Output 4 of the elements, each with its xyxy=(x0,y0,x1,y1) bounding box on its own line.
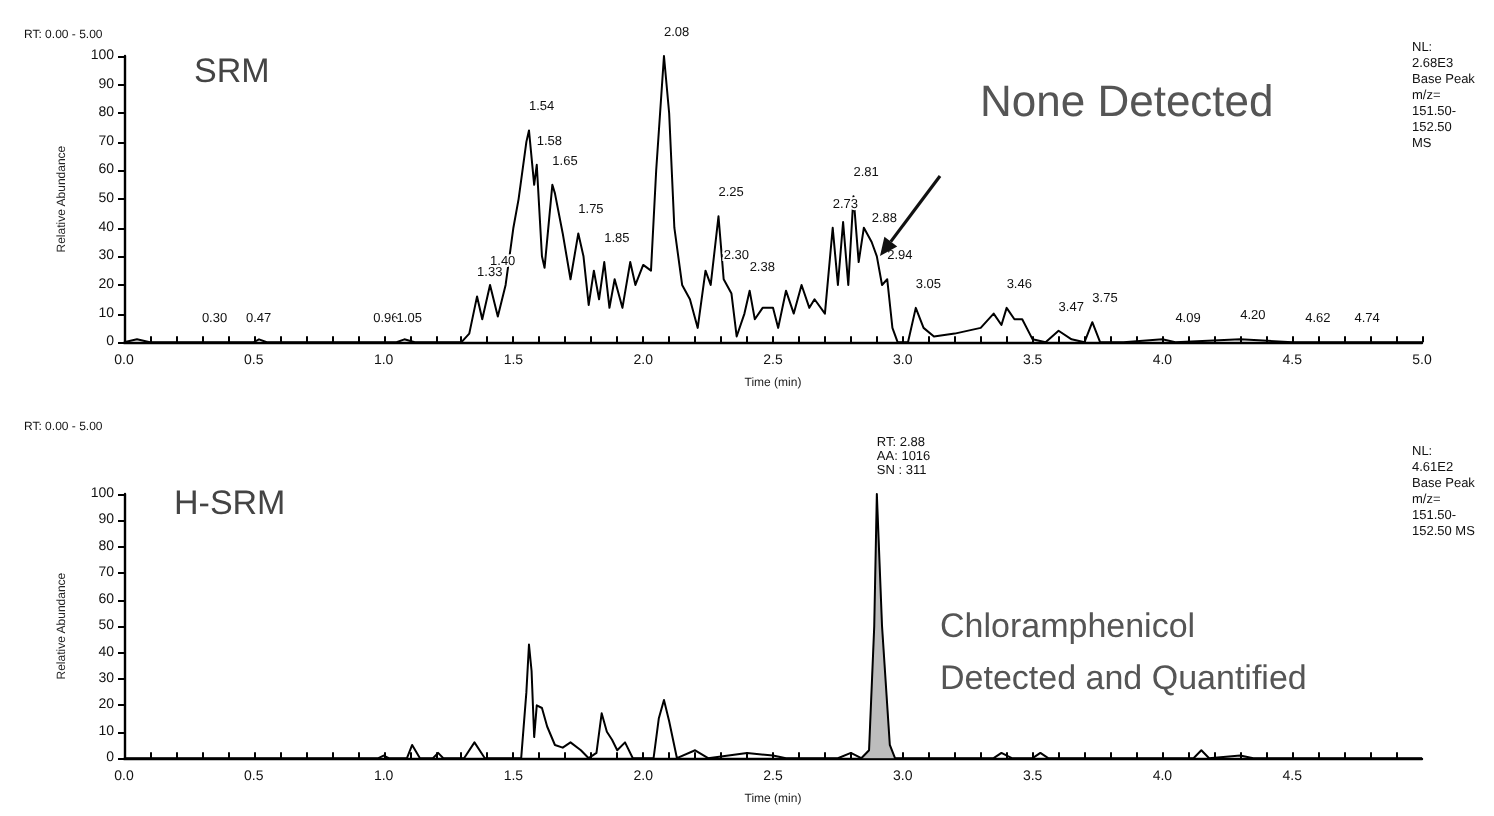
chart-title: H-SRM xyxy=(174,484,286,522)
annotation: None Detected xyxy=(980,76,1274,126)
chart-title: SRM xyxy=(194,52,270,90)
annotation: Chloramphenicol Detected and Quantified xyxy=(940,607,1307,697)
